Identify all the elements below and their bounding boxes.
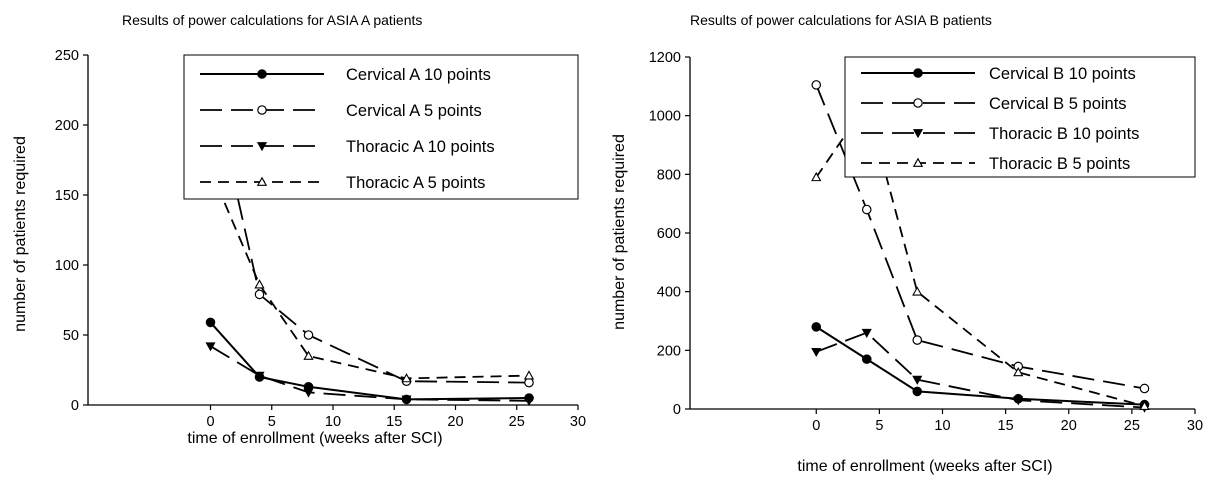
y-tick-label: 0 xyxy=(71,398,79,414)
y-tick-label: 0 xyxy=(673,402,681,418)
x-tick-label: 10 xyxy=(934,418,950,434)
legend-marker xyxy=(257,105,267,115)
legend-label: Cervical A 5 points xyxy=(346,102,482,120)
y-tick-label: 1200 xyxy=(649,50,681,66)
data-point xyxy=(861,204,872,215)
legend-marker xyxy=(256,142,268,152)
series-line-3 xyxy=(815,331,1145,409)
y-tick-label: 400 xyxy=(657,285,681,301)
data-point xyxy=(303,350,314,360)
legend-marker xyxy=(257,69,267,79)
x-tick-label: 15 xyxy=(998,418,1014,434)
legend: Cervical B 10 points Cervical B 5 points T… xyxy=(844,56,1196,178)
data-point xyxy=(1139,383,1150,394)
y-axis-label: number of patients required xyxy=(12,136,29,332)
legend-label: Thoracic A 10 points xyxy=(346,138,495,156)
data-point xyxy=(303,388,314,398)
x-tick-label: 25 xyxy=(1124,418,1140,434)
chart-title: Results of power calculations for ASIA A… xyxy=(122,12,422,28)
data-point xyxy=(523,370,535,380)
x-tick-label: 15 xyxy=(386,414,402,430)
data-point xyxy=(861,328,872,338)
x-tick-label: 20 xyxy=(447,414,463,430)
y-tick-label: 1000 xyxy=(649,109,681,125)
x-tick-label: 0 xyxy=(812,418,820,434)
y-axis-label: number of patients required xyxy=(611,134,628,330)
data-point xyxy=(912,286,923,296)
x-tick-label: 30 xyxy=(570,414,586,430)
x-tick-label: 20 xyxy=(1061,418,1077,434)
data-point xyxy=(1013,367,1024,377)
y-tick-label: 100 xyxy=(55,258,79,274)
y-tick-label: 800 xyxy=(657,167,681,183)
data-point xyxy=(401,395,412,405)
series-line-1 xyxy=(209,321,530,401)
x-tick-label: 30 xyxy=(1187,418,1203,434)
data-point xyxy=(303,330,314,340)
x-tick-label: 0 xyxy=(206,414,214,430)
data-point xyxy=(523,396,535,407)
legend-label: Thoracic B 5 points xyxy=(989,155,1130,173)
tick-labels: 0 50 100 150 200 250 0 5 10 15 20 25 30 xyxy=(55,48,586,430)
x-tick-label: 5 xyxy=(875,418,883,434)
y-tick-label: 600 xyxy=(657,226,681,242)
data-point xyxy=(811,171,822,182)
x-tick-label: 25 xyxy=(509,414,525,430)
legend-label: Cervical A 10 points xyxy=(346,66,491,84)
legend-label: Cervical B 5 points xyxy=(989,95,1127,113)
data-point xyxy=(811,80,822,90)
data-point xyxy=(1139,400,1150,410)
y-tick-label: 150 xyxy=(55,188,79,204)
data-point xyxy=(254,279,265,289)
legend: Cervical A 10 points Cervical A 5 points T… xyxy=(183,54,579,200)
x-tick-label: 10 xyxy=(325,414,341,430)
legend-marker xyxy=(256,176,268,186)
legend-box xyxy=(844,56,1196,178)
data-point xyxy=(912,335,923,345)
chart-title: Results of power calculations for ASIA B… xyxy=(690,12,992,28)
data-point xyxy=(1013,396,1024,406)
series-line-4 xyxy=(209,169,530,380)
y-tick-label: 50 xyxy=(63,328,79,344)
data-point xyxy=(811,347,822,358)
legend-label: Cervical B 10 points xyxy=(989,65,1136,83)
data-point xyxy=(861,354,872,364)
data-point xyxy=(912,375,923,385)
y-tick-label: 200 xyxy=(657,343,681,359)
y-tick-label: 250 xyxy=(55,48,79,64)
x-axis-label: time of enrollment (weeks after SCI) xyxy=(797,458,1052,475)
data-point xyxy=(912,386,923,397)
x-axis-label: time of enrollment (weeks after SCI) xyxy=(187,430,442,447)
tick-labels: 0 200 400 600 800 1000 1200 0 5 10 15 20 25 30 xyxy=(649,50,1203,434)
chart-asia-b: Results of power calculations for ASIA B… xyxy=(611,12,1203,475)
data-point xyxy=(811,322,822,332)
data-point xyxy=(524,377,534,388)
data-point xyxy=(401,373,412,383)
legend-label: Thoracic A 5 points xyxy=(346,174,485,192)
legend-marker xyxy=(913,68,923,78)
legend-box xyxy=(183,54,579,200)
legend-marker xyxy=(912,129,924,139)
x-tick-label: 5 xyxy=(268,414,276,430)
chart-asia-a: Results of power calculations for ASIA A… xyxy=(12,12,586,447)
data-point xyxy=(254,289,265,300)
y-tick-label: 200 xyxy=(55,118,79,134)
data-point xyxy=(254,371,265,381)
series-line-2 xyxy=(815,84,1145,390)
series-markers xyxy=(205,72,535,407)
legend-marker xyxy=(913,98,923,108)
data-point xyxy=(205,342,216,352)
data-point xyxy=(205,317,216,328)
legend-marker xyxy=(912,157,924,167)
legend-label: Thoracic B 10 points xyxy=(989,125,1139,143)
